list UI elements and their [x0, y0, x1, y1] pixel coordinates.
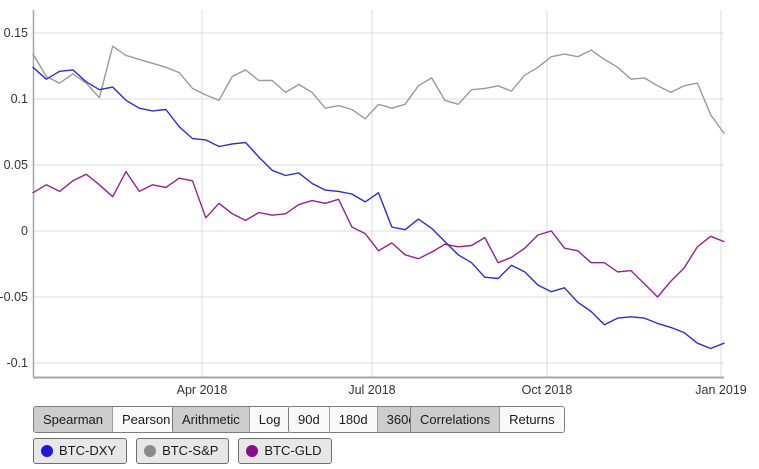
y-tick-label: 0.1	[11, 92, 28, 106]
legend-label-btc-sp: BTC-S&P	[162, 443, 219, 458]
y-tick-label: 0.15	[4, 26, 28, 40]
button-group-view: Correlations Returns	[410, 406, 565, 433]
button-group-correlation-method: Spearman Pearson	[33, 406, 181, 433]
controls-bar: Spearman Pearson Arithmetic Log 90d 180d…	[0, 406, 759, 434]
legend-item-btc-sp[interactable]: BTC-S&P	[136, 438, 230, 464]
y-tick-label: -0.1	[6, 356, 28, 370]
legend-item-btc-gld[interactable]: BTC-GLD	[238, 438, 333, 464]
y-tick-label: -0.05	[0, 290, 28, 304]
window-180d-button[interactable]: 180d	[328, 407, 377, 432]
btc-dxy-color-dot	[41, 445, 53, 457]
spearman-button[interactable]: Spearman	[34, 407, 112, 432]
x-tick-label: Jan 2019	[695, 383, 746, 397]
series-line-btc-gld	[32, 170, 725, 298]
log-button[interactable]: Log	[248, 407, 290, 432]
pearson-button[interactable]: Pearson	[111, 407, 180, 432]
gridlines	[33, 10, 724, 377]
correlations-button[interactable]: Correlations	[411, 407, 500, 432]
window-90d-button[interactable]: 90d	[289, 407, 329, 432]
arithmetic-button[interactable]: Arithmetic	[173, 407, 249, 432]
axis-labels: 0.15 0.1 0.05 0 -0.05 -0.1 Apr 2018 Jul 2018 Oct…	[0, 26, 747, 397]
y-tick-label: 0	[21, 224, 28, 238]
x-tick-label: Oct 2018	[522, 383, 573, 397]
btc-gld-color-dot	[246, 445, 259, 457]
x-tick-label: Apr 2018	[177, 383, 228, 397]
legend-label-btc-gld: BTC-GLD	[264, 443, 322, 458]
y-tick-label: 0.05	[4, 158, 28, 172]
button-group-window: 90d 180d 360d	[288, 406, 426, 433]
series-line-btc-s-p	[32, 45, 725, 135]
legend: BTC-DXY BTC-S&P BTC-GLD	[33, 438, 333, 464]
returns-button[interactable]: Returns	[499, 407, 564, 432]
legend-item-btc-dxy[interactable]: BTC-DXY	[33, 438, 128, 464]
series-line-btc-dxy	[32, 66, 725, 350]
legend-label-btc-dxy: BTC-DXY	[59, 443, 117, 458]
btc-sp-color-dot	[144, 445, 157, 457]
button-group-mean-type: Arithmetic Log	[172, 406, 291, 433]
correlation-chart: 0.15 0.1 0.05 0 -0.05 -0.1 Apr 2018 Jul 2018 Oct…	[0, 10, 747, 397]
x-tick-label: Jul 2018	[348, 383, 395, 397]
